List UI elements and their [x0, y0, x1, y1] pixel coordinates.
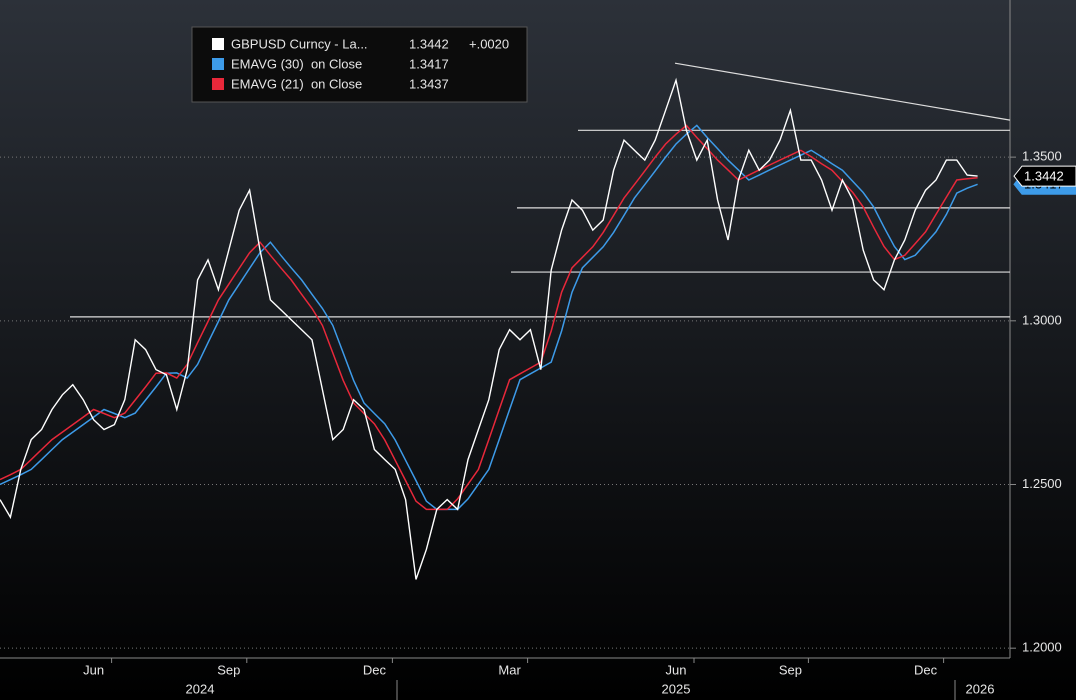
legend-label: EMAVG (30) on Close — [231, 56, 362, 71]
x-tick-label: Sep — [779, 662, 802, 677]
legend-value: 1.3437 — [409, 76, 449, 91]
year-label: 2026 — [966, 681, 995, 696]
legend-swatch — [212, 38, 224, 50]
year-label: 2024 — [186, 681, 215, 696]
legend-label: EMAVG (21) on Close — [231, 76, 362, 91]
last-price-label: 1.3442 — [1024, 169, 1064, 184]
ema-line — [0, 124, 978, 511]
legend: GBPUSD Curncy - La... 1.3442 +.0020 EMAV… — [191, 26, 528, 103]
last-price-tag — [1013, 165, 1076, 187]
price-line — [0, 77, 978, 580]
legend-swatch — [212, 78, 224, 90]
x-tick-label: Mar — [498, 662, 521, 677]
legend-swatch — [212, 58, 224, 70]
y-tick-label: 1.2000 — [1022, 640, 1062, 655]
legend-value: 1.3417 — [409, 56, 449, 71]
y-tick-label: 1.3500 — [1022, 149, 1062, 164]
x-tick-label: Sep — [217, 662, 240, 677]
legend-box — [191, 26, 528, 103]
y-tick-label: 1.3000 — [1022, 312, 1062, 327]
x-tick-label: Jun — [666, 662, 687, 677]
x-tick-label: Dec — [914, 662, 938, 677]
x-tick-label: Jun — [83, 662, 104, 677]
trend-line — [674, 62, 1011, 121]
year-label: 2025 — [662, 681, 691, 696]
legend-value: 1.3442 — [409, 36, 449, 51]
legend-change: +.0020 — [469, 36, 509, 51]
x-tick-label: Dec — [363, 662, 387, 677]
legend-label: GBPUSD Curncy - La... — [231, 36, 368, 51]
y-tick-label: 1.2500 — [1022, 476, 1062, 491]
